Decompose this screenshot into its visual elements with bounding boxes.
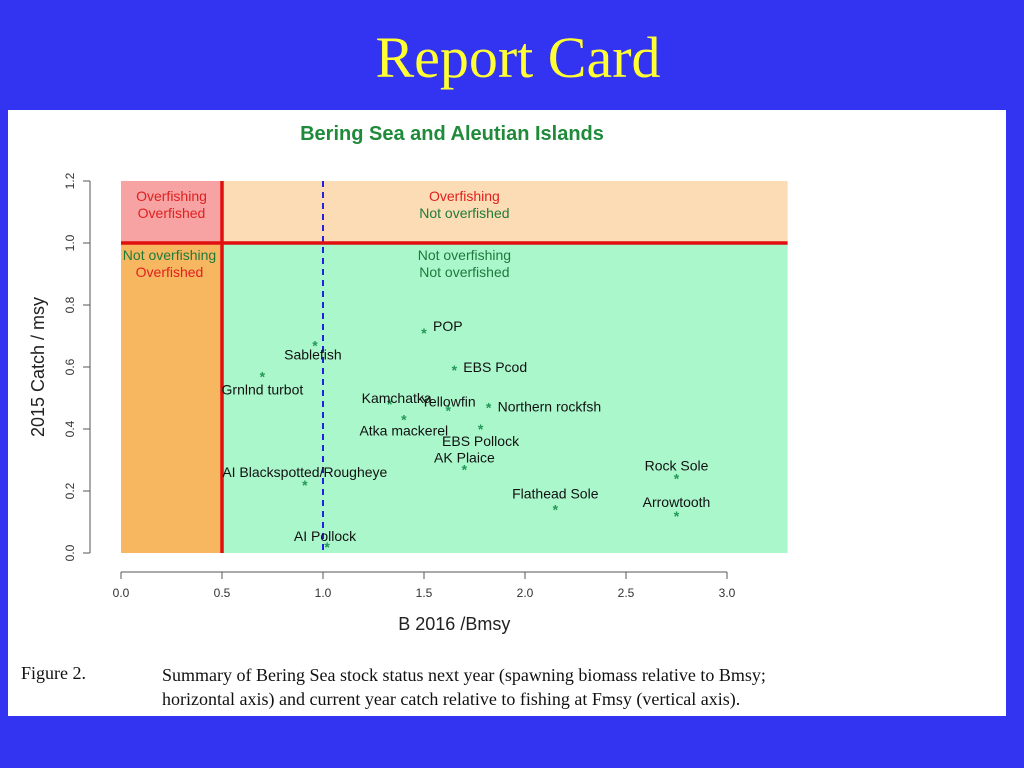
data-point-label: Yellowfin	[421, 393, 476, 409]
data-point-label: Kamchatka	[362, 390, 432, 406]
data-point-marker: *	[674, 508, 680, 524]
figure-panel: Overfishing Overfished Overfishing Not over…	[8, 110, 1006, 716]
x-axis-label: B 2016 /Bmsy	[398, 614, 510, 634]
data-point-marker: *	[312, 337, 318, 353]
x-tick-label: 1.0	[315, 586, 332, 600]
data-point-label: Rock Sole	[645, 458, 709, 474]
chart-title: Bering Sea and Aleutian Islands	[300, 123, 604, 145]
quadrant-not-overfishing-not-overfished	[222, 243, 788, 553]
quadrant-label-not-overfishing-overfished-line2: Overfished	[136, 264, 204, 280]
y-tick-label: 0.8	[63, 296, 77, 313]
data-point-marker: *	[478, 421, 484, 437]
data-point-label: Northern rockfsh	[498, 398, 601, 414]
data-point-label: Grnlnd turbot	[222, 381, 304, 397]
quadrant-not-overfishing-overfished	[121, 243, 222, 553]
quadrant-label-overfishing-not-overfished-line2: Not overfished	[419, 205, 509, 221]
data-point-label: AI Blackspotted/Rougheye	[222, 464, 387, 480]
data-point-label: Sablefish	[284, 346, 342, 362]
quadrant-label-not-overfishing-not-overfished-line1: Not overfishing	[418, 247, 511, 263]
data-point-marker: *	[324, 539, 330, 555]
data-point-label: AK Plaice	[434, 449, 495, 465]
data-point-label: Arrowtooth	[643, 494, 711, 510]
x-tick-label: 3.0	[719, 586, 736, 600]
data-point-label: Flathead Sole	[512, 486, 599, 502]
x-tick-label: 0.5	[214, 586, 231, 600]
y-tick-label: 0.4	[63, 420, 77, 437]
data-point-label: Atka mackerel	[359, 423, 448, 439]
quadrant-label-not-overfishing-overfished-line1: Not overfishing	[123, 247, 216, 263]
data-point-marker: *	[486, 399, 492, 415]
quadrant-overfishing-not-overfished	[222, 181, 788, 243]
data-point-label: AI Pollock	[294, 528, 357, 544]
data-point-marker: *	[387, 396, 393, 412]
data-point-label: POP	[433, 318, 463, 334]
y-tick-label: 0.2	[63, 482, 77, 499]
y-tick-label: 1.0	[63, 234, 77, 251]
data-point-marker: *	[260, 368, 266, 384]
caption-line-2: horizontal axis) and current year catch …	[162, 689, 741, 709]
data-point-marker: *	[462, 461, 468, 477]
data-point-label: EBS Pollock	[442, 433, 520, 449]
quadrant-label-overfishing-not-overfished-line1: Overfishing	[429, 188, 500, 204]
caption-line-1: Summary of Bering Sea stock status next …	[162, 665, 766, 685]
y-tick-label: 0.0	[63, 544, 77, 561]
quadrant-overfishing-overfished	[121, 181, 222, 243]
data-point-marker: *	[452, 362, 458, 378]
data-point-marker: *	[401, 412, 407, 428]
quadrant-label-not-overfishing-not-overfished-line2: Not overfished	[419, 264, 509, 280]
data-point-marker: *	[446, 402, 452, 418]
x-tick-label: 1.5	[416, 586, 433, 600]
quadrant-label-overfishing-overfished-line2: Overfished	[138, 205, 206, 221]
data-point-marker: *	[674, 471, 680, 487]
figure-caption: Summary of Bering Sea stock status next …	[162, 663, 882, 711]
x-tick-label: 0.0	[113, 586, 130, 600]
caption-label: Figure 2.	[21, 663, 86, 683]
slide-title: Report Card	[375, 25, 661, 90]
y-tick-label: 0.6	[63, 358, 77, 375]
data-point-label: EBS Pcod	[463, 359, 527, 375]
quadrant-label-overfishing-overfished-line1: Overfishing	[136, 188, 207, 204]
y-axis-label: 2015 Catch / msy	[28, 297, 48, 437]
x-tick-label: 2.5	[618, 586, 635, 600]
data-point-marker: *	[553, 502, 559, 518]
x-tick-label: 2.0	[517, 586, 534, 600]
data-point-marker: *	[421, 325, 427, 341]
data-point-marker: *	[302, 477, 308, 493]
y-tick-label: 1.2	[63, 172, 77, 189]
